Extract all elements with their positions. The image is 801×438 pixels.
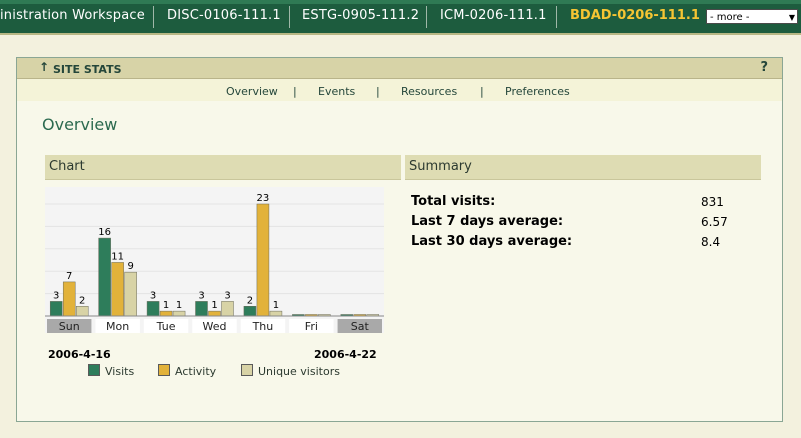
nav-link-events[interactable]: Events	[318, 85, 356, 98]
day-label: Tue	[156, 320, 176, 333]
portlet-title-bar: ↑ SITE STATS ?	[17, 58, 782, 79]
chart-end-date: 2006-4-22	[314, 348, 377, 361]
bar	[146, 301, 160, 317]
day-label: Fri	[305, 320, 318, 333]
legend-label-visits: Visits	[105, 365, 135, 378]
summary-value-7-day-average: 6.57	[701, 215, 728, 229]
more-sites-select[interactable]: - more - ▼	[706, 9, 798, 24]
bar	[221, 301, 234, 317]
site-stats-portlet: ↑ SITE STATS ? Overview | Events | Resou…	[16, 57, 783, 422]
nav-separator: |	[376, 85, 380, 98]
day-label-box	[95, 319, 140, 333]
summary-value-total-visits: 831	[701, 195, 724, 209]
arrow-up-icon[interactable]: ↑	[39, 60, 50, 74]
tab-separator	[426, 6, 427, 28]
bar	[49, 301, 63, 317]
summary-section-header: Summary	[405, 155, 761, 180]
nav-link-preferences[interactable]: Preferences	[505, 85, 570, 98]
legend-swatch-activity	[158, 364, 170, 376]
day-label-box	[289, 319, 334, 333]
day-label-box	[143, 319, 189, 333]
bar	[124, 271, 137, 317]
legend-swatch-unique-visitors	[241, 364, 253, 376]
day-label-box	[240, 319, 286, 333]
legend-item-activity: Activity	[158, 364, 216, 378]
bar	[243, 306, 257, 317]
day-label: Sat	[351, 320, 370, 333]
legend-label-unique-visitors: Unique visitors	[258, 365, 340, 378]
nav-link-resources[interactable]: Resources	[401, 85, 458, 98]
summary-section-title: Summary	[409, 159, 472, 174]
legend-item-unique-visitors: Unique visitors	[241, 364, 340, 378]
site-tab-bar: inistration Workspace DISC-0106-111.1 ES…	[0, 0, 801, 35]
chevron-down-icon: ▼	[788, 13, 795, 22]
bar-value-label: 3	[198, 290, 204, 301]
summary-label-7-day-average: Last 7 days average:	[411, 214, 564, 229]
bar-value-label: 23	[257, 193, 270, 204]
nav-separator: |	[293, 85, 297, 98]
day-label-box	[47, 319, 92, 333]
summary-value-30-day-average: 8.4	[701, 235, 721, 249]
bar	[208, 310, 221, 317]
day-label-box	[337, 319, 382, 333]
site-tab-icm[interactable]: ICM-0206-111.1	[440, 8, 547, 23]
bar-value-label: 3	[53, 290, 59, 301]
portlet-title: SITE STATS	[53, 63, 122, 76]
day-label: Sun	[59, 320, 80, 333]
bar-value-label: 3	[150, 290, 156, 301]
site-tab-bdad-active[interactable]: BDAD-0206-111.1	[570, 8, 700, 23]
chart-section-header: Chart	[45, 155, 401, 180]
tab-separator	[289, 6, 290, 28]
visits-chart: Sun 3 7 2 Mon 16 11 9 Tue 3 1 1 Wed 3 1 3 Thu 2 23 1 Fri Sat	[45, 187, 384, 333]
day-label: Mon	[106, 320, 129, 333]
summary-label-total-visits: Total visits:	[411, 194, 496, 209]
summary-label-30-day-average: Last 30 days average:	[411, 234, 573, 249]
bar	[269, 310, 283, 317]
bar-value-label: 7	[66, 271, 72, 282]
bar	[75, 306, 89, 317]
tab-bar-top-line	[0, 0, 801, 4]
day-label-box	[192, 319, 237, 333]
bar-value-label: 1	[273, 300, 279, 311]
bar	[98, 237, 111, 317]
site-tab-disc[interactable]: DISC-0106-111.1	[167, 8, 281, 23]
day-label: Wed	[203, 320, 227, 333]
chart-start-date: 2006-4-16	[48, 348, 111, 361]
bar-value-label: 2	[247, 295, 253, 306]
page-title: Overview	[42, 115, 118, 134]
site-tab-estg[interactable]: ESTG-0905-111.2	[302, 8, 420, 23]
bar	[62, 281, 76, 317]
legend-label-activity: Activity	[175, 365, 217, 378]
bar-value-label: 16	[98, 227, 111, 238]
bar	[159, 310, 173, 317]
day-label: Thu	[252, 320, 274, 333]
bar	[111, 262, 124, 317]
bar-value-label: 11	[111, 251, 124, 262]
bar	[172, 310, 186, 317]
nav-link-overview[interactable]: Overview	[226, 85, 278, 98]
more-sites-select-value: - more -	[710, 12, 750, 23]
legend-item-visits: Visits	[88, 364, 134, 378]
nav-separator: |	[480, 85, 484, 98]
bar-value-label: 3	[224, 290, 230, 301]
bar-value-label: 1	[211, 300, 217, 311]
bar-value-label: 1	[163, 300, 169, 311]
site-tab-administration-workspace[interactable]: inistration Workspace	[0, 8, 145, 23]
bar-value-label: 9	[127, 261, 133, 272]
bar-value-label: 2	[79, 295, 85, 306]
tab-separator	[556, 6, 557, 28]
tab-separator	[153, 6, 154, 28]
tool-nav: Overview | Events | Resources | Preferen…	[17, 79, 782, 101]
bar	[256, 203, 270, 317]
legend-swatch-visits	[88, 364, 100, 376]
chart-section-title: Chart	[49, 159, 85, 174]
bar	[195, 301, 208, 317]
help-icon[interactable]: ?	[760, 60, 768, 75]
bar-value-label: 1	[176, 300, 182, 311]
